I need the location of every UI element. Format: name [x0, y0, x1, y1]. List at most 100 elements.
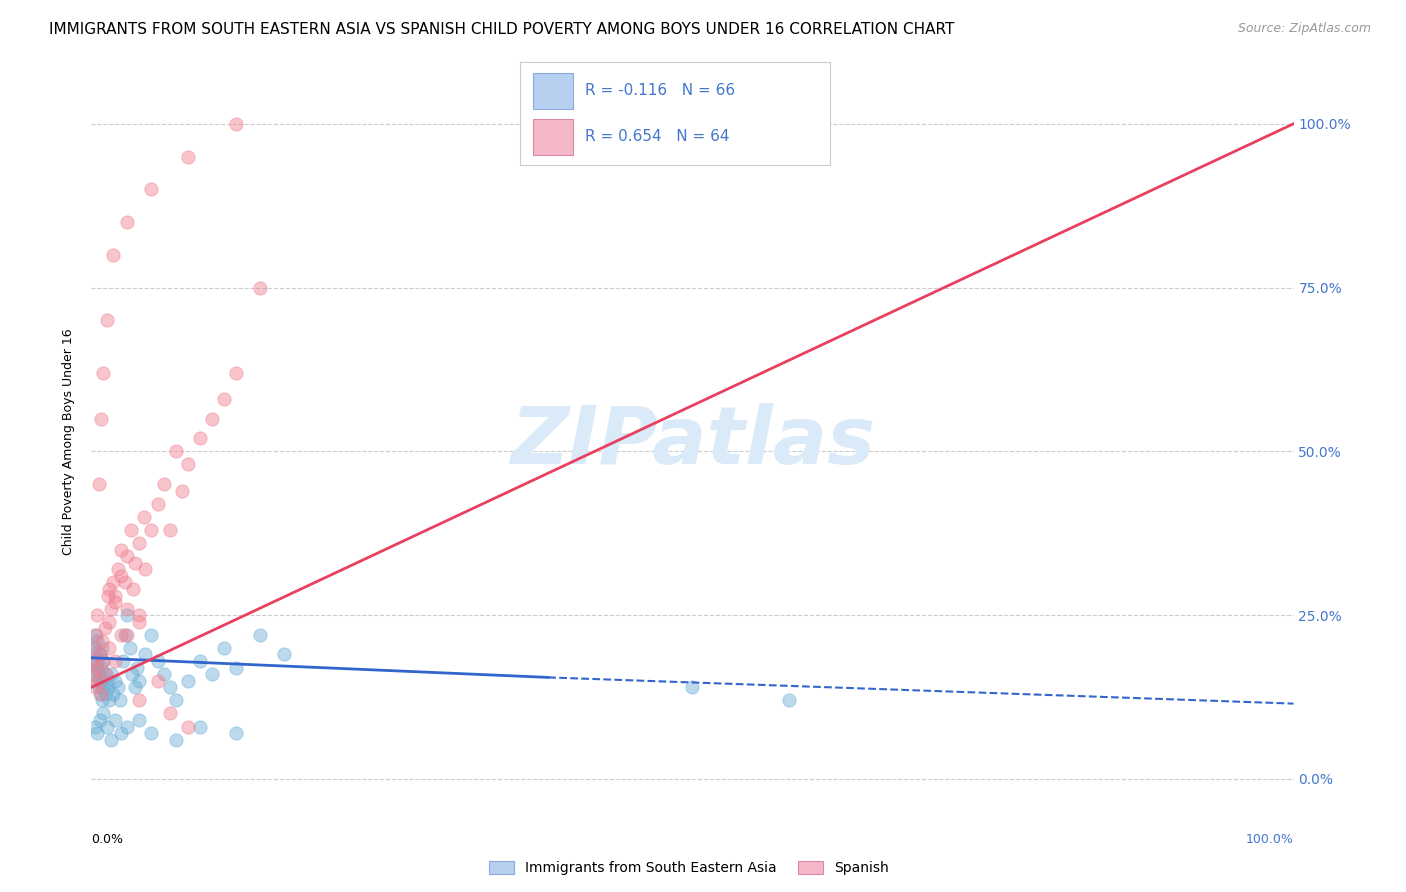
Point [212, 392, 235, 406]
Point [128, 536, 150, 550]
Point [104, 673, 127, 688]
Point [152, 667, 174, 681]
Point [152, 477, 174, 491]
Point [100, 732, 122, 747]
Point [117, 628, 139, 642]
Point [117, 608, 139, 623]
Point [128, 608, 150, 623]
Point [212, 640, 235, 655]
Point [89, 648, 111, 662]
Point [141, 628, 163, 642]
Point [90, 660, 112, 674]
Point [96, 720, 118, 734]
Point [97, 589, 120, 603]
Point [86, 660, 108, 674]
Point [84, 660, 107, 674]
Text: R = 0.654   N = 64: R = 0.654 N = 64 [585, 128, 730, 144]
Point [86, 726, 108, 740]
Point [128, 673, 150, 688]
Point [98, 693, 121, 707]
Point [84, 628, 107, 642]
Point [159, 523, 181, 537]
Point [225, 117, 247, 131]
Point [188, 431, 211, 445]
Point [90, 687, 112, 701]
Point [83, 640, 105, 655]
Text: IMMIGRANTS FROM SOUTH EASTERN ASIA VS SPANISH CHILD POVERTY AMONG BOYS UNDER 16 : IMMIGRANTS FROM SOUTH EASTERN ASIA VS SP… [49, 22, 955, 37]
Point [176, 458, 198, 472]
Point [141, 726, 163, 740]
Point [84, 673, 107, 688]
Point [98, 640, 121, 655]
Point [100, 601, 122, 615]
Point [84, 640, 107, 655]
Point [101, 687, 124, 701]
Point [94, 687, 117, 701]
Point [90, 673, 112, 688]
Text: ZIPatlas: ZIPatlas [510, 402, 875, 481]
Point [117, 601, 139, 615]
Point [100, 667, 122, 681]
Point [273, 648, 295, 662]
Point [110, 569, 132, 583]
Point [778, 693, 800, 707]
Point [249, 280, 271, 294]
Point [201, 411, 224, 425]
Text: 0.0%: 0.0% [91, 833, 124, 846]
Point [87, 477, 110, 491]
Point [83, 667, 105, 681]
Point [107, 562, 129, 576]
Point [134, 509, 156, 524]
Point [86, 654, 108, 668]
Point [114, 628, 136, 642]
Point [82, 654, 104, 668]
Point [93, 654, 115, 668]
Point [96, 673, 118, 688]
Point [84, 680, 107, 694]
Point [128, 615, 150, 629]
Point [170, 483, 193, 498]
Point [159, 680, 181, 694]
Point [94, 667, 117, 681]
Point [125, 660, 148, 674]
Point [681, 680, 703, 694]
Point [117, 215, 139, 229]
Point [91, 693, 114, 707]
Point [89, 713, 111, 727]
Point [134, 562, 156, 576]
Point [96, 313, 118, 327]
Point [84, 628, 107, 642]
Point [176, 673, 198, 688]
Point [146, 673, 169, 688]
Point [90, 411, 112, 425]
Point [86, 634, 108, 648]
Point [121, 667, 143, 681]
Point [134, 648, 156, 662]
Point [83, 654, 105, 668]
Point [93, 667, 115, 681]
Point [141, 523, 163, 537]
Point [118, 640, 141, 655]
Point [93, 706, 115, 721]
Bar [533, 119, 572, 155]
Point [225, 660, 247, 674]
Point [93, 680, 115, 694]
Point [89, 648, 111, 662]
Point [124, 680, 146, 694]
Point [84, 648, 107, 662]
Legend: Immigrants from South Eastern Asia, Spanish: Immigrants from South Eastern Asia, Span… [484, 855, 894, 880]
Point [165, 732, 187, 747]
Point [104, 713, 127, 727]
Point [122, 582, 145, 596]
Point [87, 667, 110, 681]
Point [101, 575, 124, 590]
Point [87, 680, 110, 694]
Point [97, 680, 120, 694]
Point [104, 595, 127, 609]
Point [93, 621, 115, 635]
Point [101, 248, 124, 262]
Point [165, 444, 187, 458]
Point [159, 706, 181, 721]
Point [110, 726, 132, 740]
Point [188, 654, 211, 668]
